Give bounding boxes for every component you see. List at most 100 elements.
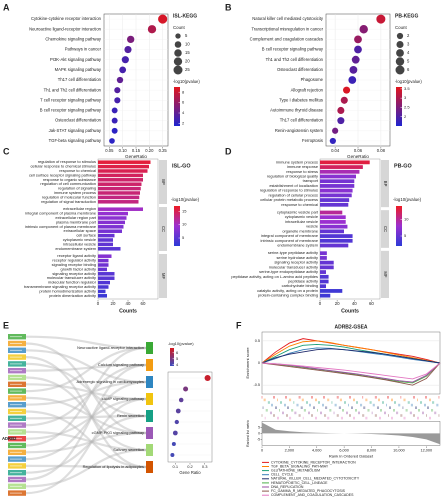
bar — [98, 211, 128, 216]
colorbar — [174, 87, 180, 126]
gene-text-line — [10, 438, 22, 440]
metric-area — [262, 422, 440, 445]
color-legend-title: -log10(pvalue) — [393, 197, 422, 202]
dot — [114, 97, 121, 104]
panel-letter: D — [225, 146, 232, 156]
colorbar — [396, 206, 402, 246]
x-tick-label: 0.2 — [187, 464, 193, 469]
group-strip — [159, 254, 167, 298]
group-label: MF — [383, 271, 388, 277]
dot — [174, 419, 179, 425]
category-label: cytoplasmic vesicle part — [277, 210, 319, 215]
category-label: serine hydrolase activity — [276, 255, 318, 260]
category-label: PI3K-Akt signaling pathway — [50, 57, 102, 62]
flow — [25, 431, 147, 454]
x-tick-label: 40 — [352, 301, 357, 306]
flow — [25, 363, 147, 427]
category-label: signaling receptor binding — [52, 262, 96, 267]
bar — [98, 225, 124, 229]
bar — [98, 280, 110, 285]
size-legend-dot — [175, 33, 181, 39]
flow — [25, 414, 147, 474]
size-legend-label: 15 — [185, 50, 190, 55]
category-label: Ferroptosis — [302, 138, 323, 143]
legend-label: CYTOKINE_CYTOKINE_RECEPTOR_INTERACTION — [271, 460, 356, 464]
category-label: Allograft rejection — [291, 87, 324, 92]
bar — [320, 160, 370, 165]
bar — [98, 207, 143, 211]
x-tick-label: 0.25 — [159, 148, 168, 153]
gene-text-line — [10, 485, 22, 487]
x-axis-label: Counts — [119, 308, 137, 314]
category-label: regulation of cell communication — [40, 181, 96, 186]
category-label: response to organic substance — [43, 177, 96, 182]
size-legend-label: 3 — [407, 42, 410, 47]
gene-text-line — [10, 356, 22, 358]
metric-tick-label: 0 — [258, 431, 260, 435]
category-label: serine-type endopeptidase activity — [259, 269, 318, 274]
x-tick-label: 0.3 — [202, 464, 208, 469]
x-tick-label: 4,000 — [312, 448, 322, 452]
bar — [320, 238, 353, 243]
panel-letter: A — [3, 2, 10, 12]
category-label: Th1 and Th2 cell differentiation — [266, 57, 324, 62]
category-label: Renin-angiotensin system — [275, 128, 324, 133]
category-label: Jak-STAT signaling pathway — [49, 128, 102, 133]
x-tick-label: 2,000 — [285, 448, 295, 452]
dot — [170, 453, 175, 457]
category-label: cytoplasmic vesicle — [285, 214, 318, 219]
es-line — [261, 362, 441, 386]
bar — [320, 184, 355, 188]
colorbar-tick-label: 3.5 — [404, 86, 410, 91]
flow — [25, 356, 147, 469]
category-label: establishment of localization — [269, 183, 318, 188]
dot — [111, 127, 118, 134]
x-tick-label: 0.04 — [331, 148, 340, 153]
size-legend-dot — [173, 57, 183, 66]
bar — [98, 195, 140, 200]
dot — [111, 107, 118, 114]
flow — [25, 396, 147, 435]
flow — [25, 349, 147, 384]
dot — [109, 138, 115, 144]
category-label: extracellular region part — [55, 215, 97, 220]
size-legend-dot — [174, 41, 182, 48]
bar — [320, 188, 353, 193]
category-label: regulation of cellular process — [268, 192, 318, 197]
category-label: extracellular space — [64, 228, 96, 233]
category-label: vesicle — [306, 224, 318, 229]
dot — [329, 137, 336, 145]
category-label: transmembrane signaling receptor activit… — [24, 284, 96, 289]
gene-text-line — [10, 411, 22, 412]
x-tick-label: 40 — [126, 301, 131, 306]
term-box — [146, 461, 153, 473]
category-label: protein dimerization activity — [49, 293, 96, 298]
bar — [98, 169, 148, 173]
bar — [320, 198, 350, 202]
term-label: cGMP-PKG signaling pathway — [92, 430, 144, 435]
category-label: Osteoclast differentiation — [55, 118, 102, 123]
bar — [320, 256, 327, 260]
colorbar-tick-label: 2 — [404, 114, 407, 119]
chart-title: PB-GO — [394, 163, 412, 169]
category-label: molecular transducer activity — [47, 275, 96, 280]
category-label: peptidase activity, acting on L-amino ac… — [231, 274, 318, 279]
gene-text-line — [10, 445, 22, 446]
bar — [320, 279, 329, 284]
category-label: intracellular vesicle — [285, 219, 318, 224]
size-legend-label: 10 — [185, 42, 190, 47]
bar — [98, 216, 127, 220]
term-label: cAMP signaling pathway — [102, 396, 144, 401]
category-label: regulation of signaling — [58, 186, 96, 191]
highlight-gene: ADRB2 — [2, 436, 17, 441]
term-label: Calcium signaling pathway — [98, 362, 144, 367]
size-legend-dot — [395, 57, 405, 66]
dot — [124, 45, 132, 54]
bar — [320, 274, 329, 279]
category-label: plasma membrane part — [56, 219, 97, 224]
colorbar — [396, 87, 402, 126]
group-strip — [381, 160, 389, 208]
x-tick-label: 0 — [261, 448, 263, 452]
category-label: extracellular region — [63, 206, 96, 211]
